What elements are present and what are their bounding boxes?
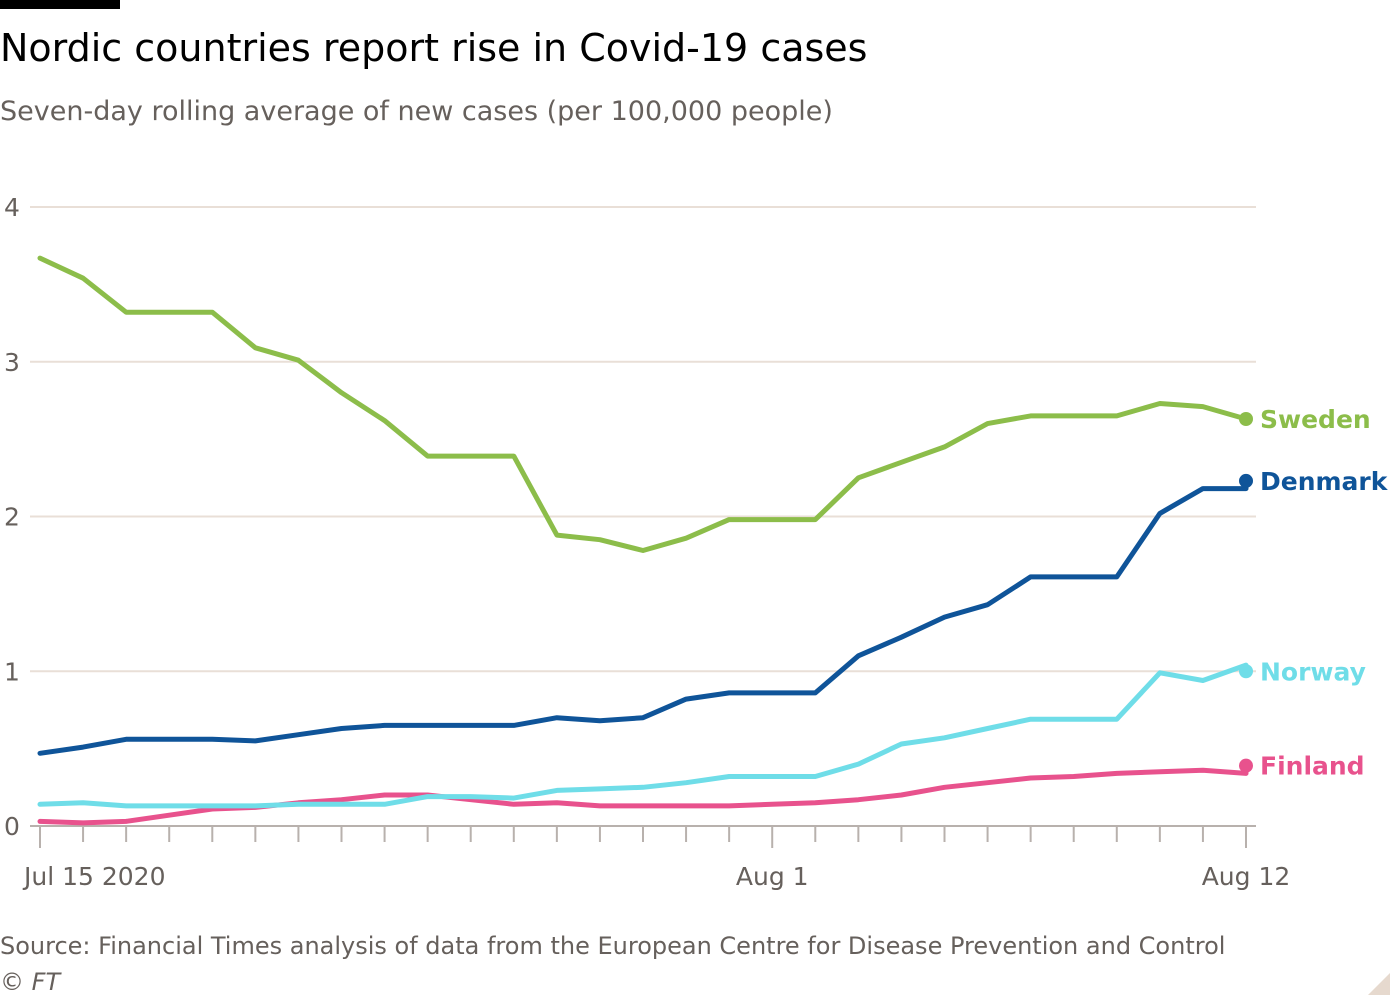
end-point-finland xyxy=(1239,758,1253,773)
source-note: Source: Financial Times analysis of data… xyxy=(0,932,1226,960)
x-tick-label: Jul 15 2020 xyxy=(22,862,166,891)
y-tick-label: 1 xyxy=(4,657,20,686)
series-label-finland: Finland xyxy=(1260,752,1365,781)
end-point-norway xyxy=(1239,664,1253,679)
series-line-finland xyxy=(37,763,1249,826)
end-point-sweden xyxy=(1239,412,1253,427)
series-label-denmark: Denmark xyxy=(1260,467,1389,496)
series-line-sweden xyxy=(37,255,1249,553)
copyright-symbol: © xyxy=(0,968,24,996)
x-axis: Jul 15 2020 Aug 1 Aug 12 xyxy=(22,825,1291,891)
series-line-denmark xyxy=(37,478,1249,756)
y-tick-label: 2 xyxy=(4,503,20,532)
y-tick-label: 0 xyxy=(4,812,20,841)
series-labels: Finland Norway Denmark Sweden xyxy=(1239,405,1389,781)
x-tick-label: Aug 1 xyxy=(736,862,809,891)
copyright-brand: FT xyxy=(31,968,61,996)
series-label-sweden: Sweden xyxy=(1260,405,1371,434)
copyright-note: © FT xyxy=(0,968,60,996)
series-line-norway xyxy=(37,662,1249,809)
y-tick-label: 4 xyxy=(4,193,20,222)
line-chart: 0 1 2 3 4 Jul 15 2020 Aug 1 Aug 12 Finland Norw… xyxy=(4,193,1389,891)
x-tick-label: Aug 12 xyxy=(1202,862,1291,891)
series-lines xyxy=(37,255,1249,826)
y-tick-label: 3 xyxy=(4,348,20,377)
chart-subtitle: Seven-day rolling average of new cases (… xyxy=(0,96,833,127)
series-label-norway: Norway xyxy=(1260,657,1366,686)
corner-fold-icon xyxy=(1368,973,1390,995)
chart-title: Nordic countries report rise in Covid-19… xyxy=(0,26,868,70)
brand-top-bar xyxy=(0,0,120,9)
end-point-denmark xyxy=(1239,473,1253,488)
gridlines: 0 1 2 3 4 xyxy=(4,193,1256,841)
